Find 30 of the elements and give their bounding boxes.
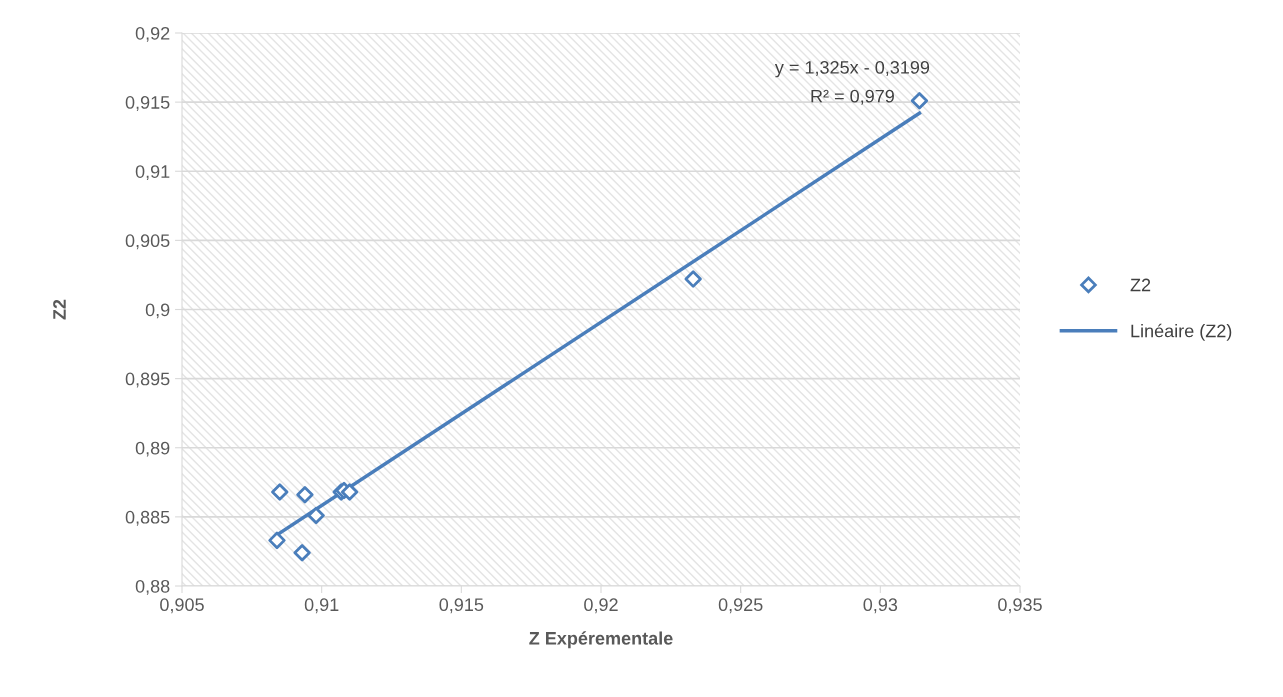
x-tick-label: 0,935 <box>998 598 1042 614</box>
y-tick-label: 0,915 <box>125 96 170 111</box>
point <box>910 92 929 110</box>
x-tick-label: 0,915 <box>439 598 484 614</box>
y-axis-title: Z2 <box>53 299 66 320</box>
y-tick-label: 0,88 <box>135 579 170 595</box>
x-tick-label: 0,92 <box>584 598 618 614</box>
point <box>271 483 289 501</box>
point <box>307 506 325 525</box>
y-tick-label: 0,92 <box>135 26 170 42</box>
legend-label: Z2 <box>1130 278 1151 292</box>
y-tick-label: 0,89 <box>135 441 170 457</box>
legend-label: Linéaire (Z2) <box>1131 323 1232 341</box>
annotation: R² = 0,979 <box>811 89 894 105</box>
y-tick-label: 0,91 <box>135 165 170 181</box>
y-tick-label: 0,895 <box>125 372 170 388</box>
point <box>340 483 359 501</box>
point <box>293 544 311 562</box>
y-tick-label: 0,905 <box>125 234 170 250</box>
x-axis-title: Z Expérementale <box>529 631 673 649</box>
x-tick-label: 0,91 <box>304 598 339 614</box>
y-tick-label: 0,9 <box>145 303 170 319</box>
point <box>268 531 286 550</box>
x-tick-label: 0,925 <box>718 598 763 614</box>
annotation: y = 1,325x - 0,3199 <box>774 61 930 78</box>
point <box>296 486 314 504</box>
y-tick-label: 0,885 <box>125 510 170 526</box>
x-tick-label: 0,93 <box>863 598 898 614</box>
point <box>684 270 702 288</box>
x-tick-label: 0,905 <box>160 598 204 614</box>
